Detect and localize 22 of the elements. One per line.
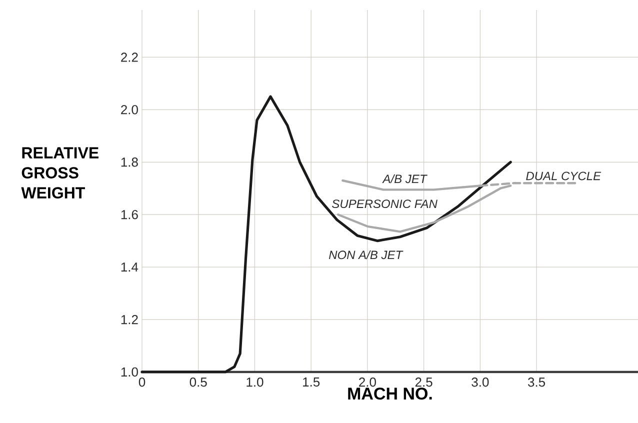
x-tick-label: 2.5 bbox=[415, 378, 432, 387]
y-tick-label: 1.4 bbox=[121, 262, 138, 272]
x-tick-label: 0.5 bbox=[190, 378, 207, 387]
y-tick-label: 1.0 bbox=[121, 367, 138, 377]
y-tick-label: 1.2 bbox=[121, 314, 138, 324]
y-tick-label: 1.6 bbox=[121, 210, 138, 220]
series-label: NON A/B JET bbox=[328, 250, 404, 260]
y-tick-label: 2.0 bbox=[121, 105, 138, 114]
y-tick-label: 1.8 bbox=[121, 158, 138, 167]
x-tick-label: 1.5 bbox=[303, 378, 320, 387]
line-series bbox=[140, 95, 512, 374]
x-tick-label: 3.5 bbox=[528, 378, 546, 387]
series-label: SUPERSONIC FAN bbox=[332, 200, 438, 208]
x-tick-label: 3.0 bbox=[472, 378, 489, 387]
series-label: DUAL CYCLE bbox=[526, 172, 602, 180]
x-tick-label: 0 bbox=[138, 378, 146, 387]
series-label: A/B JET bbox=[382, 174, 428, 184]
x-tick-label: 2.0 bbox=[359, 378, 376, 387]
y-tick-label: 2.2 bbox=[121, 52, 138, 62]
y-axis-title: RELATIVE GROSS WEIGHT bbox=[21, 147, 98, 198]
x-tick-label: 1.0 bbox=[246, 378, 264, 387]
x-axis-title: MACH NO. bbox=[348, 388, 432, 400]
